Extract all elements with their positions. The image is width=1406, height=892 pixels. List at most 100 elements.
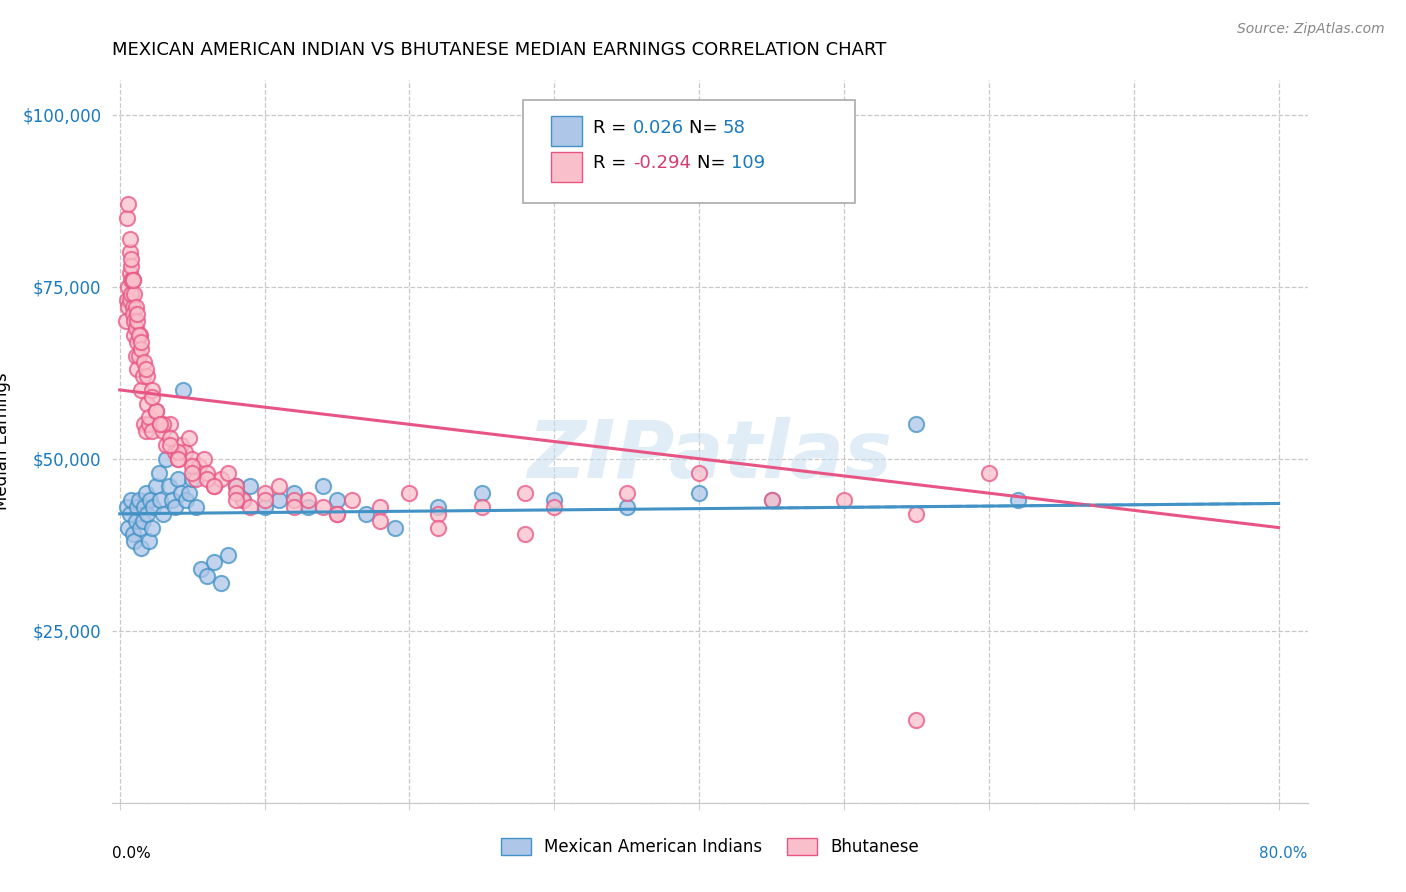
Text: Source: ZipAtlas.com: Source: ZipAtlas.com <box>1237 22 1385 37</box>
Point <box>471 500 494 514</box>
Text: MEXICAN AMERICAN INDIAN VS BHUTANESE MEDIAN EARNINGS CORRELATION CHART: MEXICAN AMERICAN INDIAN VS BHUTANESE MED… <box>112 41 887 59</box>
Point <box>121 273 143 287</box>
Point <box>121 527 143 541</box>
Point <box>166 445 188 459</box>
Point <box>427 507 450 521</box>
Point <box>157 479 180 493</box>
Point <box>181 472 204 486</box>
Y-axis label: Median Earnings: Median Earnings <box>0 373 11 510</box>
Point <box>370 514 392 528</box>
Point <box>124 321 146 335</box>
Point <box>131 342 153 356</box>
Point <box>145 403 167 417</box>
Point <box>148 466 170 480</box>
Point <box>155 451 177 466</box>
Point <box>172 383 194 397</box>
Point <box>149 417 172 432</box>
Point <box>145 479 167 493</box>
Point <box>131 334 153 349</box>
Point <box>159 417 181 432</box>
Point <box>121 273 143 287</box>
Point <box>141 424 163 438</box>
Text: R =: R = <box>593 119 633 136</box>
Point <box>132 369 155 384</box>
Point <box>135 362 157 376</box>
Point <box>138 417 160 432</box>
Point <box>115 293 138 308</box>
Text: -0.294: -0.294 <box>633 154 690 172</box>
Point <box>134 500 156 514</box>
Point <box>138 410 160 425</box>
Point <box>761 493 783 508</box>
Point <box>121 307 143 321</box>
Point <box>181 451 204 466</box>
Point <box>688 486 710 500</box>
Point <box>209 575 232 590</box>
Point <box>239 479 262 493</box>
Legend: Mexican American Indians, Bhutanese: Mexican American Indians, Bhutanese <box>494 831 927 863</box>
Point <box>139 493 162 508</box>
Point <box>135 486 157 500</box>
Text: R =: R = <box>593 154 633 172</box>
Point <box>181 466 204 480</box>
Point <box>905 507 928 521</box>
Point <box>121 301 143 315</box>
Point <box>136 397 159 411</box>
Point <box>120 259 142 273</box>
Point <box>118 507 141 521</box>
Point <box>136 369 159 384</box>
Point <box>128 349 150 363</box>
Point <box>129 327 152 342</box>
Point <box>117 197 139 211</box>
Point <box>127 314 149 328</box>
Point <box>166 451 188 466</box>
Point <box>124 514 146 528</box>
Point <box>543 493 565 508</box>
Point <box>188 458 211 473</box>
Point <box>977 466 1000 480</box>
Point <box>190 562 212 576</box>
Text: N=: N= <box>697 154 731 172</box>
Point <box>142 500 165 514</box>
Point <box>117 279 139 293</box>
Point <box>122 534 145 549</box>
Point <box>283 500 305 514</box>
Point <box>124 349 146 363</box>
Point <box>267 493 290 508</box>
Point <box>354 507 377 521</box>
Point <box>195 472 218 486</box>
Point <box>232 493 254 508</box>
Point <box>253 493 276 508</box>
Point <box>616 486 638 500</box>
Point <box>311 500 333 514</box>
Point <box>155 438 177 452</box>
Point <box>181 458 204 473</box>
Point <box>138 534 160 549</box>
Point <box>398 486 420 500</box>
Point <box>283 486 305 500</box>
Point <box>166 451 188 466</box>
Point <box>283 493 305 508</box>
Point <box>225 479 247 493</box>
Point <box>326 507 349 521</box>
Point <box>202 479 225 493</box>
Point <box>163 500 186 514</box>
Point <box>115 211 138 225</box>
Point <box>129 520 152 534</box>
Point <box>145 403 167 417</box>
Point <box>217 548 239 562</box>
Point <box>159 431 181 445</box>
Point <box>160 493 183 508</box>
Point <box>128 327 150 342</box>
Point <box>267 479 290 493</box>
Text: 0.026: 0.026 <box>633 119 683 136</box>
Point <box>370 500 392 514</box>
Point <box>159 438 181 452</box>
Point <box>122 286 145 301</box>
Point <box>225 493 247 508</box>
Text: 0.0%: 0.0% <box>112 847 152 861</box>
Point <box>166 472 188 486</box>
Point <box>117 520 139 534</box>
Point <box>179 486 201 500</box>
Point <box>118 266 141 280</box>
